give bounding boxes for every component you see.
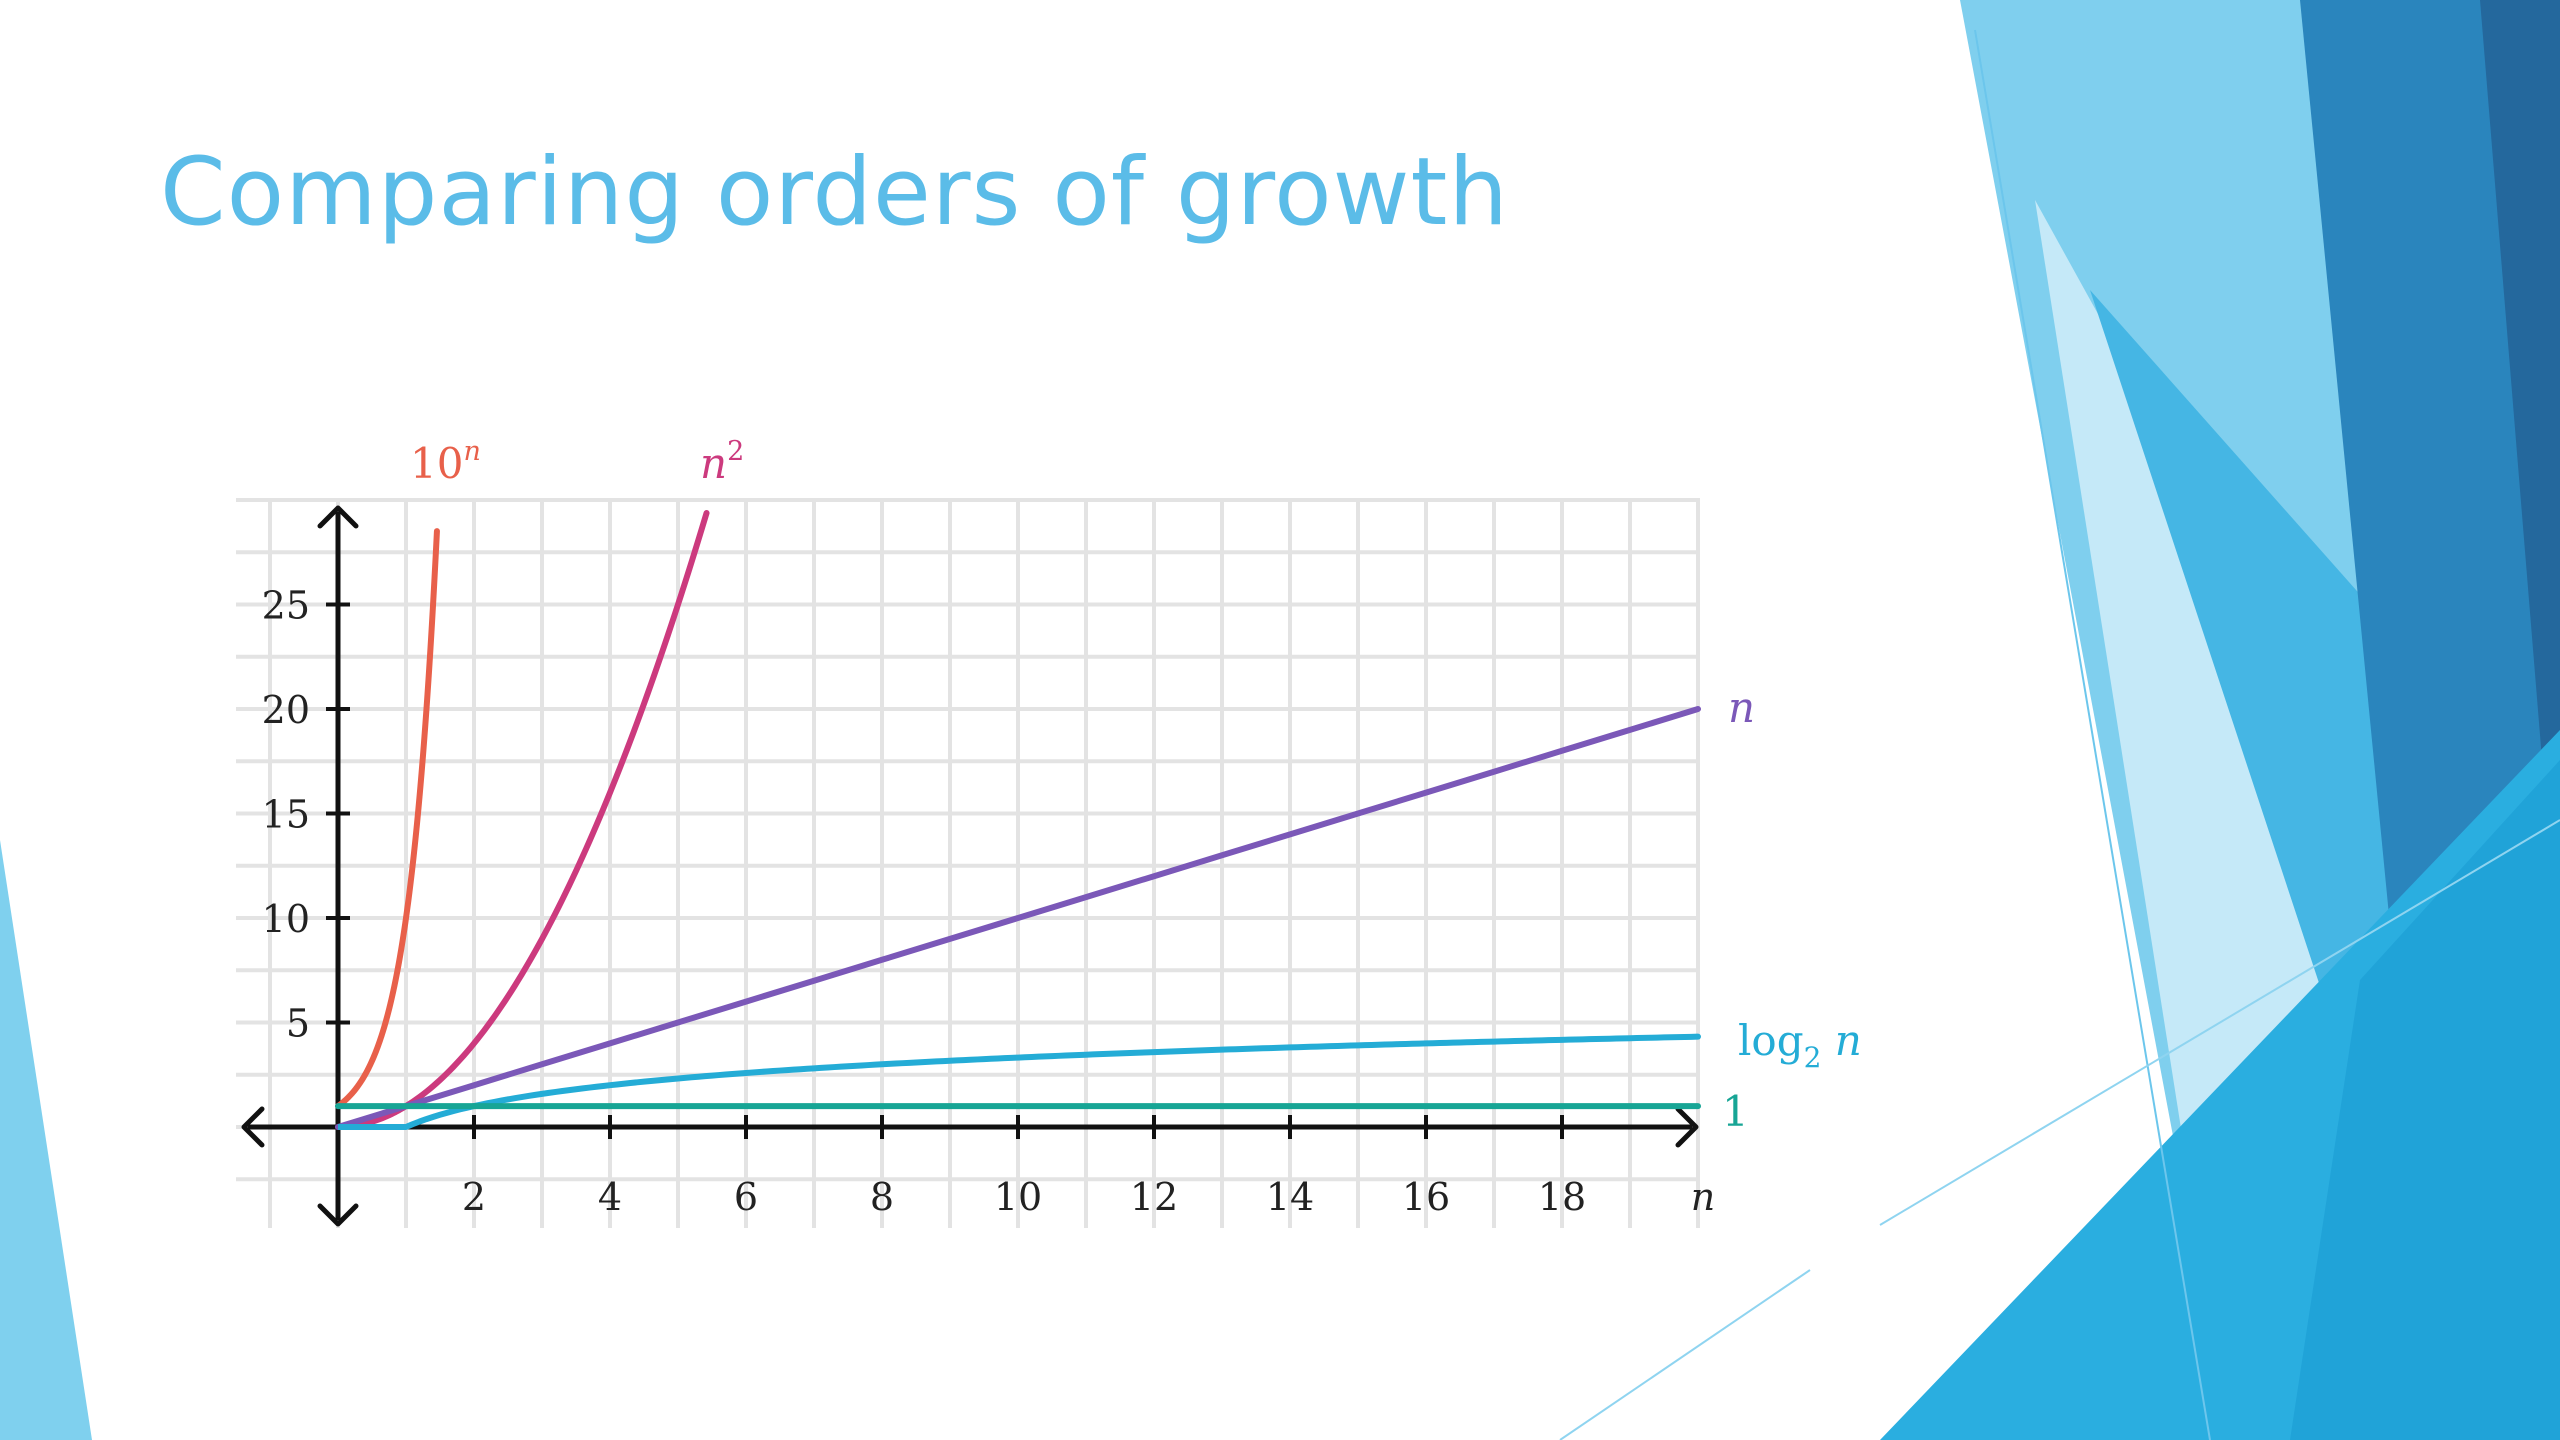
chart-ticks: 2 4 6 8 10 12 14 16 18 n 5 10 15 20 25 — [262, 584, 1716, 1220]
x-tick-label: 10 — [994, 1175, 1042, 1219]
series-line-log2 — [403, 1033, 1701, 1130]
series-label-superscript: 2 — [727, 436, 744, 467]
series-label-linear: n — [1728, 683, 1755, 732]
series-label-main: n — [700, 439, 727, 488]
series-label-main: 10 — [410, 439, 463, 488]
series-label-log2: log2 n — [1738, 1016, 1862, 1074]
accent-line-1 — [1974, 29, 2211, 1440]
y-tick-label: 5 — [286, 1002, 310, 1046]
x-tick-label: 2 — [462, 1175, 486, 1219]
series-label-main: log — [1738, 1016, 1804, 1065]
y-axis-bottom-arrow — [317, 1203, 359, 1227]
series-label-tail: n — [1821, 1016, 1861, 1065]
accent-line-3 — [1879, 819, 2560, 1226]
series-label-main: n — [1728, 683, 1755, 732]
chart-grid — [236, 498, 1700, 1228]
x-tick-label: 18 — [1538, 1175, 1586, 1219]
series-label-subscript: 2 — [1804, 1041, 1822, 1074]
chart-series — [335, 510, 1701, 1130]
x-tick-label: 6 — [734, 1175, 758, 1219]
series-label-main: 1 — [1722, 1087, 1749, 1136]
right-shard-dark — [2480, 0, 2560, 980]
x-tick-label: 14 — [1266, 1175, 1314, 1219]
series-label-constant: 1 — [1722, 1087, 1749, 1136]
y-axis-top-arrow — [317, 505, 359, 529]
y-tick-label: 25 — [262, 584, 310, 628]
bottom-shard-soft — [2290, 760, 2560, 1440]
y-tick-label: 15 — [262, 793, 310, 837]
y-tick-label: 10 — [262, 897, 310, 941]
x-axis-left-arrow — [241, 1106, 265, 1148]
x-tick-label: 12 — [1130, 1175, 1178, 1219]
x-tick-label: 16 — [1402, 1175, 1450, 1219]
series-label-superscript: n — [463, 436, 480, 467]
series-label-quadratic: n2 — [700, 436, 744, 488]
x-tick-label: 8 — [870, 1175, 894, 1219]
accent-line-2 — [1559, 1269, 1811, 1440]
series-line-exponential-10 — [335, 528, 440, 1110]
slide-title: Comparing orders of growth — [160, 138, 1509, 247]
series-label-exponential-10: 10n — [410, 436, 481, 488]
x-tick-label: 4 — [598, 1175, 622, 1219]
series-line-linear — [335, 706, 1701, 1130]
x-axis-label: n — [1691, 1175, 1715, 1219]
y-tick-label: 20 — [262, 688, 310, 732]
x-axis-right-arrow — [1675, 1106, 1699, 1148]
chart-axes — [241, 505, 1699, 1227]
left-edge-shard — [0, 840, 92, 1440]
